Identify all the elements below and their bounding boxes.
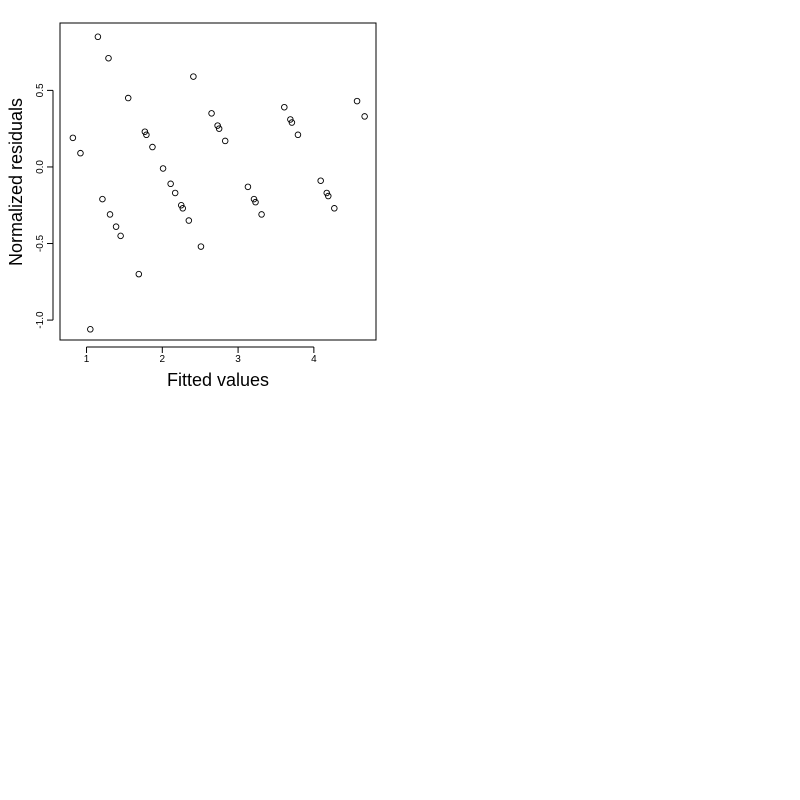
scatter-point [214, 122, 221, 129]
y-axis-label: Normalized residuals [6, 98, 26, 266]
scatter-point [185, 217, 193, 224]
scatter-point [69, 134, 77, 142]
scatter-point [325, 192, 332, 200]
y-axis: -1.0 -0.5 0.0 0.5 [35, 83, 54, 329]
scatter-point [112, 223, 120, 230]
scatter-point [167, 180, 174, 188]
scatter-point [99, 195, 106, 203]
scatter-point [171, 189, 179, 197]
scatter-point [281, 103, 288, 111]
scatter-point [288, 119, 296, 126]
x-tick-label: 2 [160, 354, 166, 365]
scatter-point [353, 97, 361, 105]
scatter-point [317, 177, 324, 184]
y-tick-label: -1.0 [35, 311, 46, 329]
plot-frame [59, 22, 377, 341]
x-axis: 1 2 3 4 [84, 346, 317, 365]
y-tick-label: 0.0 [35, 160, 46, 174]
scatter-point [244, 183, 252, 191]
scatter-point [143, 131, 150, 139]
x-tick-label: 1 [84, 354, 90, 365]
scatter-point [258, 211, 265, 218]
x-tick-label: 4 [311, 354, 317, 365]
scatter-point [141, 128, 149, 135]
scatter-point [215, 125, 223, 132]
scatter-point [179, 205, 187, 212]
scatter-point [252, 198, 259, 206]
scatter-points [69, 33, 368, 333]
y-tick-label: 0.5 [35, 83, 46, 97]
scatter-point [294, 131, 302, 139]
scatter-point [221, 137, 229, 145]
scatter-point [197, 243, 205, 250]
scatter-point [106, 211, 114, 218]
scatter-point [190, 73, 197, 80]
scatter-point [331, 205, 338, 212]
scatter-point [117, 232, 124, 240]
x-tick-label: 3 [235, 354, 241, 365]
scatter-point [77, 149, 84, 157]
scatter-point [94, 33, 102, 41]
scatter-point [105, 54, 112, 62]
scatter-point [287, 116, 294, 123]
scatter-point [208, 110, 215, 117]
scatter-point [159, 165, 167, 172]
y-tick-label: -0.5 [35, 234, 46, 252]
scatter-point [135, 270, 143, 278]
scatter-point [361, 113, 368, 120]
scatter-point [124, 94, 132, 102]
scatter-point [323, 189, 330, 197]
scatter-point [149, 143, 156, 151]
x-axis-label: Fitted values [167, 370, 269, 390]
scatter-point [177, 201, 185, 209]
scatter-point [250, 195, 258, 203]
scatter-point [87, 326, 94, 333]
